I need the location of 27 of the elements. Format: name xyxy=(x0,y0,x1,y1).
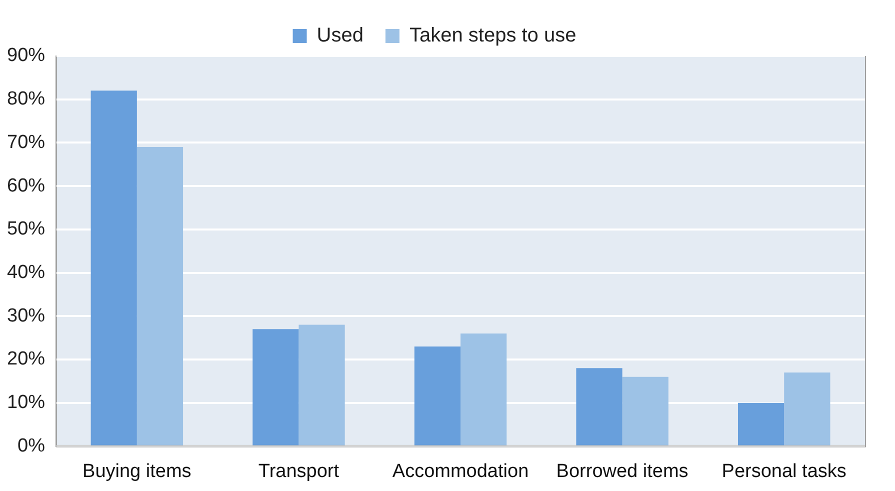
y-tick-label: 70% xyxy=(6,132,46,153)
x-tick-label: Buying items xyxy=(82,460,192,482)
bar xyxy=(576,368,622,446)
bar xyxy=(738,402,784,446)
bar xyxy=(136,147,184,446)
bar xyxy=(784,372,830,446)
y-tick-label: 0% xyxy=(18,435,46,456)
x-tick-label: Transport xyxy=(258,460,340,482)
y-tick-label: 10% xyxy=(6,392,46,414)
y-tick-label: 80% xyxy=(6,88,46,110)
legend-label: Taken steps to use xyxy=(409,24,576,47)
x-tick-label: Personal tasks xyxy=(722,460,846,482)
bar xyxy=(298,324,345,446)
y-tick-label: 60% xyxy=(6,175,46,196)
y-tick-label: 90% xyxy=(6,45,46,66)
x-tick-label: Borrowed items xyxy=(556,460,688,482)
bar xyxy=(90,90,137,446)
y-tick-label: 30% xyxy=(6,305,46,326)
x-tick-label: Accommodation xyxy=(392,460,529,482)
bar xyxy=(414,346,461,446)
legend-label: Used xyxy=(316,24,364,47)
bar xyxy=(460,333,507,446)
y-tick-label: 40% xyxy=(6,262,46,284)
bar xyxy=(622,376,668,446)
bar xyxy=(252,329,299,446)
y-tick-label: 50% xyxy=(6,218,46,240)
y-tick-label: 20% xyxy=(6,348,46,370)
